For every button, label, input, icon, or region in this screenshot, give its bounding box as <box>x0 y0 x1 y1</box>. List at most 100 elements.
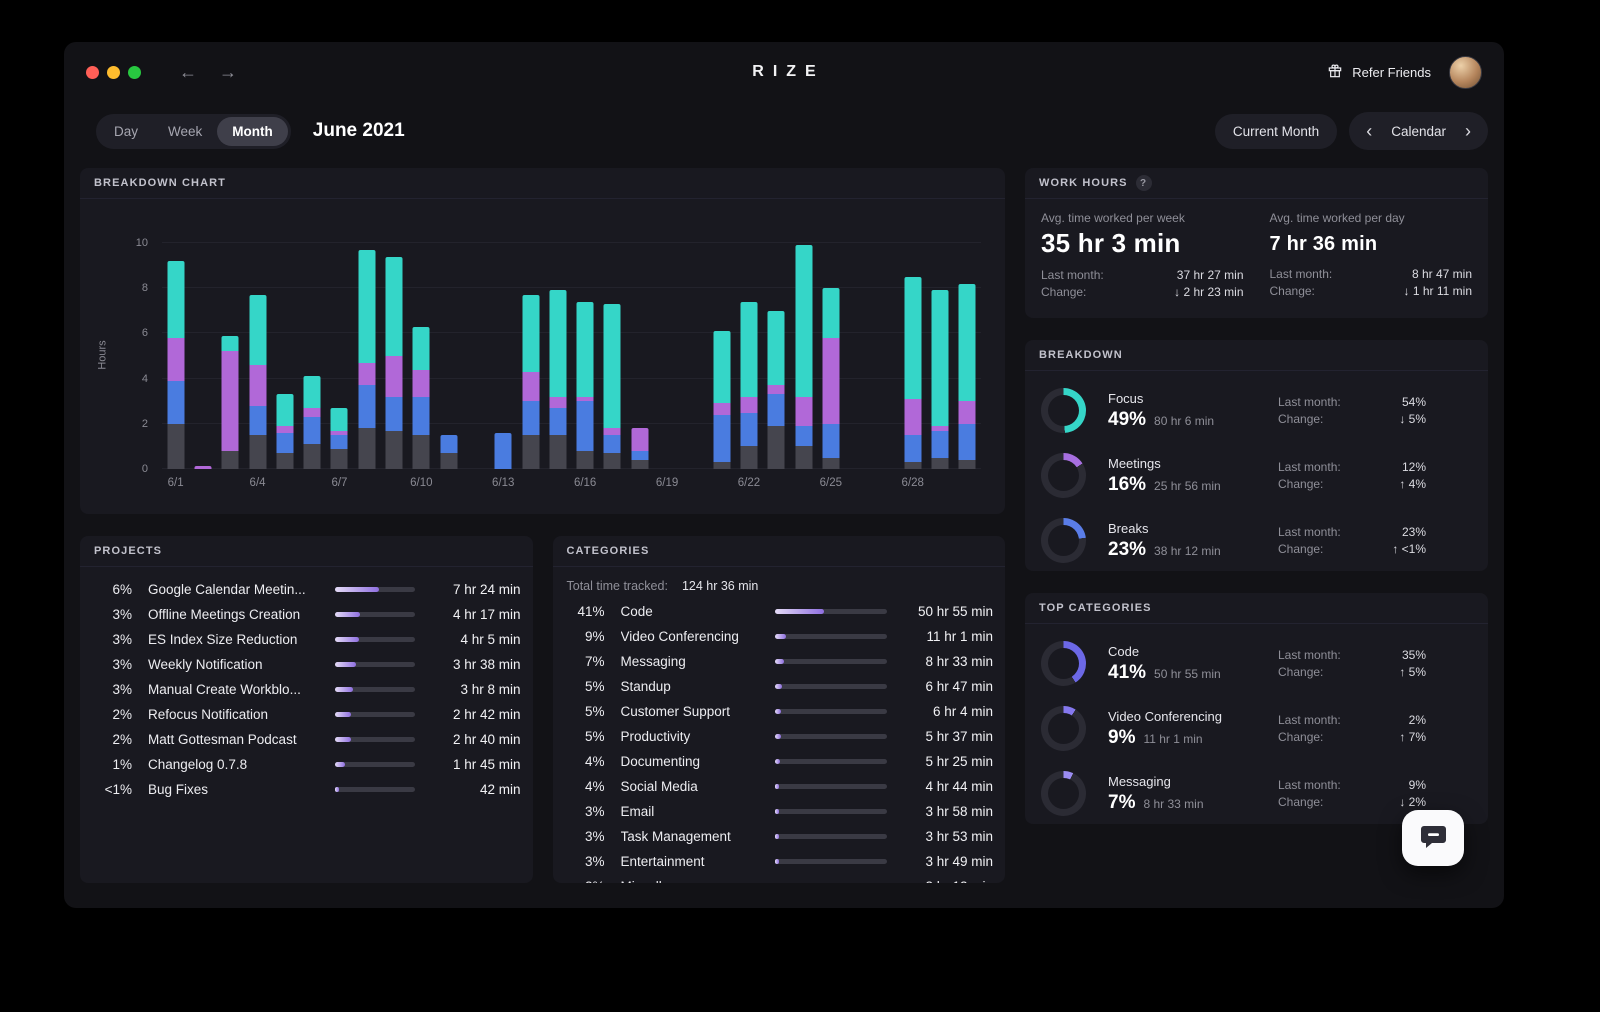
stat-side: Last month: 2% Change: ↑ 7% <box>1278 712 1426 746</box>
row-progress-fill <box>775 659 784 664</box>
row-percent: 5% <box>584 679 605 694</box>
bottom-row: PROJECTS 6% Google Calendar Meetin... 7 hr… <box>80 536 1005 883</box>
bar-segment-focus <box>740 301 758 397</box>
bar-6/23[interactable] <box>767 243 785 469</box>
bar-segment-focus <box>603 304 621 429</box>
chart-gridline <box>162 377 981 379</box>
row-progress-fill <box>775 759 781 764</box>
bar-6/4[interactable] <box>249 243 267 469</box>
stat-percent: 9% <box>1108 726 1136 748</box>
bar-segment-other <box>522 435 540 469</box>
bar-6/3[interactable] <box>221 243 239 469</box>
row-progress-bar <box>334 637 415 642</box>
stat-values: 49% 80 hr 6 min <box>1108 409 1278 431</box>
chevron-left-icon[interactable]: ‹ <box>1355 114 1383 148</box>
minimize-window-button[interactable] <box>107 65 120 79</box>
tab-week[interactable]: Week <box>153 117 217 146</box>
bar-6/11[interactable] <box>440 243 458 469</box>
zoom-window-button[interactable] <box>128 65 141 79</box>
row-percent: 41% <box>577 604 605 619</box>
chevron-right-icon[interactable]: › <box>1454 114 1482 148</box>
toolbar-right: Current Month ‹ Calendar › <box>1214 112 1488 150</box>
avg-week-label: Avg. time worked per week <box>1041 211 1185 225</box>
bar-segment-focus <box>167 261 185 338</box>
bar-6/1[interactable] <box>167 243 185 469</box>
bar-6/13[interactable] <box>494 243 512 469</box>
bar-6/2[interactable] <box>194 243 212 469</box>
bar-6/9[interactable] <box>385 243 403 469</box>
bar-6/14[interactable] <box>522 243 540 469</box>
change-line: Change: ↑ 5% <box>1278 664 1426 681</box>
bar-6/7[interactable] <box>330 243 348 469</box>
avg-week-value: 35 hr 3 min <box>1041 228 1181 258</box>
calendar-button[interactable]: Calendar <box>1391 123 1446 139</box>
bar-6/29[interactable] <box>931 243 949 469</box>
bar-segment-focus <box>221 335 239 352</box>
change-label: Change: <box>1278 476 1324 491</box>
last-month-label: Last month: <box>1278 647 1341 662</box>
row-time: 42 min <box>479 782 521 797</box>
chart-gridline <box>162 287 981 289</box>
row-progress-bar <box>334 737 415 742</box>
stat-percent: 49% <box>1108 408 1147 430</box>
chart-plot <box>162 242 981 469</box>
bar-6/22[interactable] <box>740 243 758 469</box>
bar-6/10[interactable] <box>412 243 430 469</box>
bar-segment-breaks <box>167 380 185 424</box>
bar-6/15[interactable] <box>549 243 567 469</box>
row-progress-bar <box>334 787 415 792</box>
bar-6/5[interactable] <box>276 243 294 469</box>
bar-segment-focus <box>412 326 430 370</box>
row-name: Matt Gottesman Podcast <box>148 732 297 747</box>
bar-segment-other <box>631 459 649 469</box>
bar-6/16[interactable] <box>576 243 594 469</box>
row-time: 8 hr 33 min <box>925 654 993 669</box>
user-avatar[interactable] <box>1449 55 1482 89</box>
bar-6/24[interactable] <box>795 243 813 469</box>
bar-6/21[interactable] <box>713 243 731 469</box>
current-month-button[interactable]: Current Month <box>1214 113 1338 149</box>
chat-widget-button[interactable] <box>1402 810 1464 866</box>
row-name: Miscellaneous <box>621 879 762 883</box>
last-month-label: Last month: <box>1269 267 1333 281</box>
bar-6/18[interactable] <box>631 243 649 469</box>
bar-6/30[interactable] <box>958 243 976 469</box>
last-month-value: 9% <box>1408 777 1426 792</box>
bar-segment-other <box>221 450 239 469</box>
bar-segment-focus <box>931 290 949 427</box>
x-tick-label: 6/25 <box>819 477 843 489</box>
help-icon[interactable]: ? <box>1135 175 1152 191</box>
refer-friends-button[interactable]: Refer Friends <box>1327 63 1431 82</box>
tab-month[interactable]: Month <box>217 116 288 146</box>
bar-6/17[interactable] <box>603 243 621 469</box>
back-button[interactable]: ← <box>179 61 197 82</box>
work-hours-panel: WORK HOURS ? Avg. time worked per week 3… <box>1025 168 1488 318</box>
bar-segment-meetings <box>713 403 731 415</box>
row-progress-fill <box>334 612 361 617</box>
period-segmented-control: Day Week Month <box>96 113 291 149</box>
forward-button[interactable]: → <box>219 61 237 82</box>
bar-6/6[interactable] <box>303 243 321 469</box>
top-category-row: Messaging 7% 8 hr 33 min Last month: 9% Chang… <box>1041 761 1472 824</box>
bar-segment-focus <box>958 283 976 402</box>
bar-segment-other <box>603 453 621 469</box>
row-progress-fill <box>334 687 353 692</box>
close-window-button[interactable] <box>86 65 99 79</box>
day-change: Change: ↓ 1 hr 11 min <box>1270 283 1473 300</box>
bar-6/8[interactable] <box>358 243 376 469</box>
tab-day[interactable]: Day <box>99 117 153 146</box>
last-month-value: 35% <box>1401 647 1426 662</box>
bar-segment-meetings <box>358 362 376 386</box>
change-value: ↓ 2% <box>1399 794 1426 809</box>
bar-segment-focus <box>358 249 376 363</box>
category-row: 5% Productivity 5 hr 37 min <box>565 724 993 749</box>
row-percent: 7% <box>584 654 605 669</box>
bar-segment-meetings <box>549 396 567 408</box>
row-percent: 2% <box>112 707 132 722</box>
bar-6/28[interactable] <box>904 243 922 469</box>
bar-segment-other <box>249 435 267 469</box>
bar-segment-breaks <box>494 432 512 469</box>
bar-6/25[interactable] <box>822 243 840 469</box>
bar-segment-focus <box>576 301 594 397</box>
change-label: Change: <box>1278 541 1324 556</box>
